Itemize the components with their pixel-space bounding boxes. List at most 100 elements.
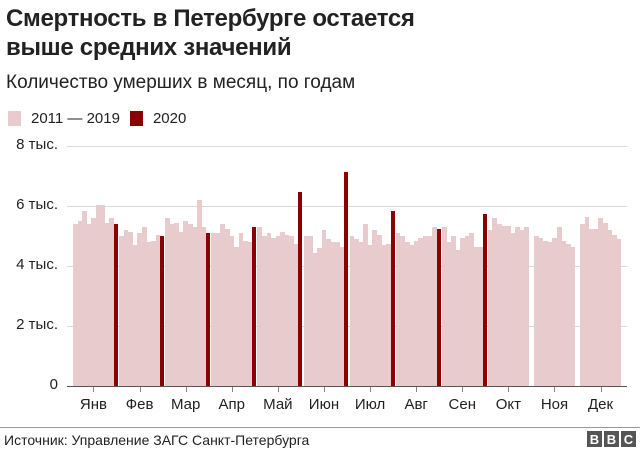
bar-Ноя-2011 xyxy=(534,236,539,386)
bar-Мар-2017 xyxy=(192,227,198,386)
bar-Авг-2017 xyxy=(423,236,428,386)
bar-Сен-2017 xyxy=(469,233,474,386)
bar-Мар-2015 xyxy=(183,221,189,386)
bar-Ноя-2019 xyxy=(570,246,576,386)
bar-Ноя-2012 xyxy=(538,237,544,386)
bar-Июл-2017 xyxy=(376,234,382,386)
bar-Сен-2018 xyxy=(473,246,479,386)
x-tick-label: Июн xyxy=(308,396,340,413)
bar-Янв-2013 xyxy=(82,210,87,386)
x-tick xyxy=(93,387,95,392)
bar-Фев-2014 xyxy=(132,245,138,386)
bar-Авг-2012 xyxy=(400,236,405,386)
bar-Янв-2020 xyxy=(113,224,118,386)
bar-Ноя-2015 xyxy=(552,237,557,386)
bar-Янв-2015 xyxy=(91,218,96,386)
bar-Апр-2015 xyxy=(229,236,235,386)
bar-Авг-2013 xyxy=(404,242,410,386)
x-tick-label: Сен xyxy=(448,396,476,413)
bar-Сен-2015 xyxy=(460,237,465,386)
x-axis-line xyxy=(67,386,627,387)
bar-Окт-2015 xyxy=(506,225,511,386)
bar-Фев-2011 xyxy=(119,236,124,386)
bar-Мар-2014 xyxy=(178,231,184,386)
bar-Мар-2019 xyxy=(201,227,207,386)
x-tick xyxy=(323,387,325,392)
legend-swatch-2020 xyxy=(129,111,143,126)
bar-Дек-2015 xyxy=(598,218,604,386)
x-tick xyxy=(185,387,187,392)
bar-Фев-2015 xyxy=(137,233,143,386)
legend: 2011 — 2019 2020 xyxy=(8,110,196,127)
x-tick-label: Мар xyxy=(170,396,201,413)
bar-Дек-2011 xyxy=(580,224,585,386)
bar-Апр-2020 xyxy=(252,227,257,386)
bar-Май-2015 xyxy=(275,236,281,386)
x-tick xyxy=(370,387,372,392)
x-tick xyxy=(416,387,418,392)
bar-Апр-2016 xyxy=(234,246,239,386)
legend-label-2011-2019: 2011 — 2019 xyxy=(31,110,120,127)
y-tick-label: 6 тыс. xyxy=(16,196,58,213)
bar-Мар-2013 xyxy=(174,222,180,386)
bar-Ноя-2017 xyxy=(561,240,567,386)
bar-Янв-2014 xyxy=(86,224,92,386)
bar-Май-2011 xyxy=(257,227,263,386)
bar-Мар-2018 xyxy=(197,200,202,386)
bar-Сен-2011 xyxy=(441,227,447,386)
bar-Ноя-2016 xyxy=(556,227,562,386)
legend-item-2020: 2020 xyxy=(129,110,187,127)
bar-Май-2019 xyxy=(293,243,299,386)
bbc-logo-letter: C xyxy=(621,431,636,447)
bar-Июн-2016 xyxy=(326,239,331,386)
bar-Дек-2019 xyxy=(616,239,622,386)
x-tick xyxy=(554,387,556,392)
bar-Окт-2013 xyxy=(497,224,502,386)
chart-title: Смертность в Петербурге остается выше ср… xyxy=(6,4,415,62)
bar-Апр-2014 xyxy=(224,228,230,386)
bbc-logo-letter: B xyxy=(587,431,602,447)
bar-Май-2018 xyxy=(289,236,294,386)
chart-title-line2: выше средних значений xyxy=(6,34,292,61)
bar-Дек-2017 xyxy=(607,230,613,386)
legend-item-2011-2019: 2011 — 2019 xyxy=(8,110,120,127)
bar-Сен-2012 xyxy=(446,242,452,386)
bar-Май-2017 xyxy=(284,234,290,386)
bar-Июн-2018 xyxy=(335,242,341,386)
bar-Ноя-2018 xyxy=(565,243,571,386)
bar-Май-2016 xyxy=(280,231,285,386)
source-note: Источник: Управление ЗАГС Санкт-Петербур… xyxy=(4,432,310,448)
bar-Авг-2014 xyxy=(409,245,415,386)
bar-Май-2014 xyxy=(271,237,276,386)
bar-Сен-2020 xyxy=(482,213,487,386)
bar-Янв-2011 xyxy=(73,224,78,386)
bar-Сен-2013 xyxy=(450,236,456,386)
bar-Авг-2018 xyxy=(427,236,433,386)
bar-Июл-2012 xyxy=(354,239,359,386)
bar-Дек-2016 xyxy=(602,222,608,386)
bar-Фев-2018 xyxy=(150,240,156,386)
bar-Сен-2014 xyxy=(455,249,461,386)
bbc-logo-letter: B xyxy=(604,431,619,447)
bar-Окт-2019 xyxy=(524,227,530,386)
bar-Апр-2011 xyxy=(211,233,217,386)
bar-Мар-2020 xyxy=(206,233,211,386)
bar-Апр-2012 xyxy=(215,233,221,386)
x-tick xyxy=(231,387,233,392)
bar-Дек-2013 xyxy=(589,228,594,386)
x-tick-label: Апр xyxy=(218,396,245,413)
x-tick-label: Авг xyxy=(404,396,428,413)
bar-Сен-2016 xyxy=(464,236,470,386)
bar-Фев-2019 xyxy=(155,234,161,386)
bar-Дек-2018 xyxy=(611,234,617,386)
bar-Окт-2014 xyxy=(501,225,507,386)
bar-Янв-2019 xyxy=(109,218,115,386)
legend-label-2020: 2020 xyxy=(152,110,187,127)
bar-Окт-2011 xyxy=(487,230,493,386)
y-tick-label: 4 тыс. xyxy=(16,256,58,273)
bar-Июл-2015 xyxy=(367,245,373,386)
bar-Июл-2013 xyxy=(358,242,364,386)
x-tick-label: Фев xyxy=(125,396,154,413)
bar-Июл-2018 xyxy=(381,245,387,386)
bar-Мар-2011 xyxy=(165,218,170,386)
